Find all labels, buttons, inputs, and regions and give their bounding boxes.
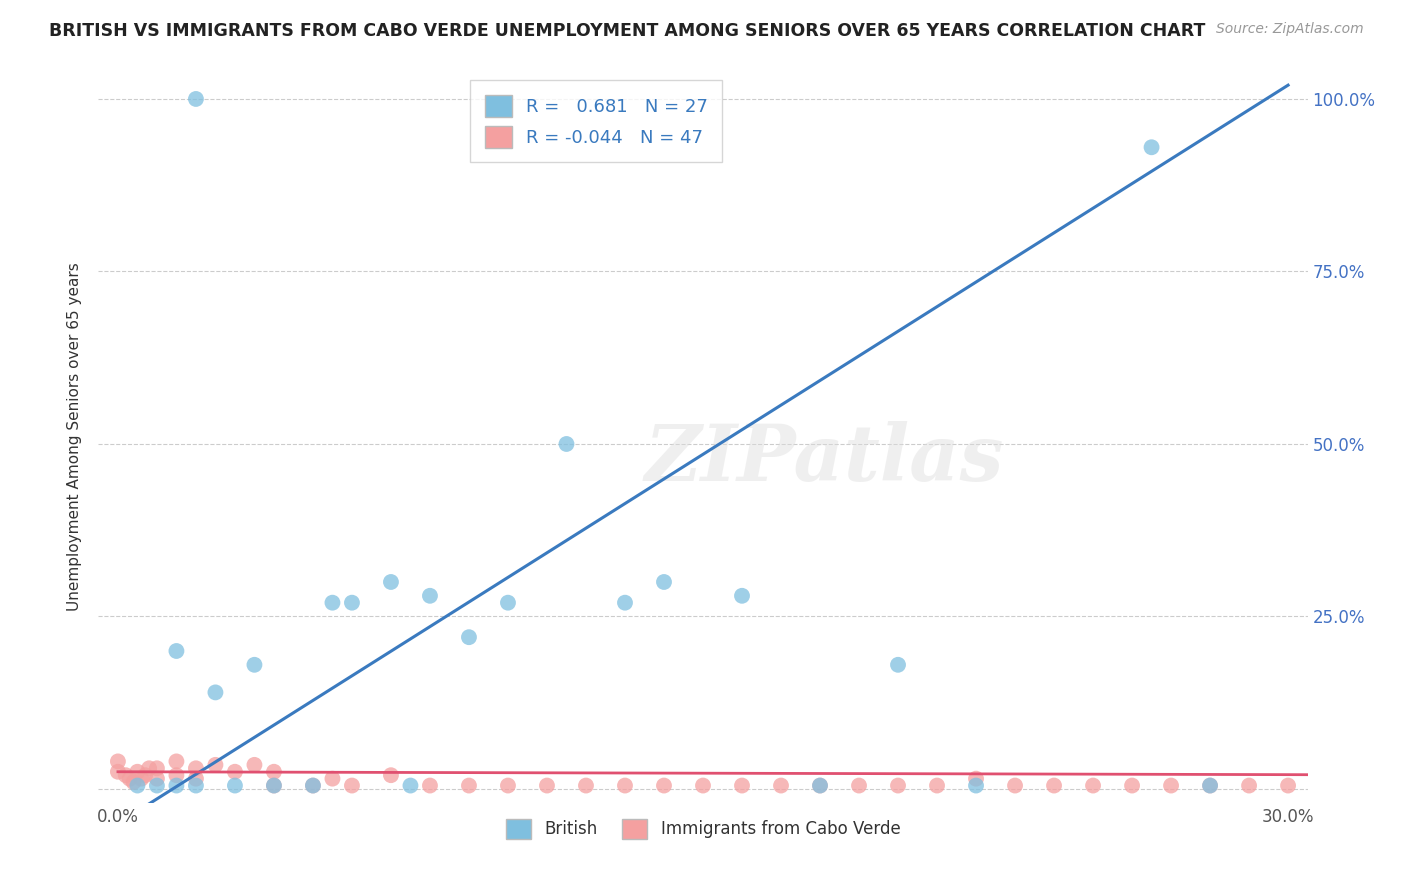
Point (146, 779, 169, 793)
Point (184, 779, 207, 793)
Point (165, 779, 187, 793)
Point (458, 779, 481, 793)
Point (263, 779, 285, 793)
Point (184, 772, 207, 786)
Point (118, 772, 141, 786)
Point (1043, 779, 1066, 793)
Point (114, 768, 136, 782)
Point (243, 757, 266, 772)
Point (131, 772, 153, 786)
Point (321, 596, 343, 610)
Text: ZIPatlas: ZIPatlas (644, 421, 1004, 497)
Point (184, 761, 207, 775)
Point (224, 764, 246, 779)
Point (340, 779, 363, 793)
Point (692, 779, 714, 793)
Point (731, 779, 754, 793)
Point (165, 768, 187, 782)
Point (184, 92, 207, 106)
Point (127, 764, 149, 779)
Point (652, 574, 675, 589)
Point (321, 772, 343, 786)
Point (107, 764, 129, 779)
Text: Source: ZipAtlas.com: Source: ZipAtlas.com (1216, 22, 1364, 37)
Point (1140, 140, 1163, 154)
Point (614, 779, 637, 793)
Point (224, 779, 246, 793)
Point (138, 761, 160, 775)
Point (107, 755, 129, 769)
Point (769, 779, 792, 793)
Point (1237, 779, 1260, 793)
Point (302, 779, 325, 793)
Legend: British, Immigrants from Cabo Verde: British, Immigrants from Cabo Verde (499, 812, 907, 846)
Point (1004, 779, 1026, 793)
Point (965, 772, 987, 786)
Point (652, 779, 675, 793)
Point (165, 755, 187, 769)
Point (380, 574, 402, 589)
Point (848, 779, 870, 793)
Point (555, 437, 578, 451)
Point (965, 779, 987, 793)
Point (458, 630, 481, 644)
Point (263, 764, 285, 779)
Point (808, 779, 831, 793)
Point (165, 644, 187, 658)
Point (536, 779, 558, 793)
Point (146, 772, 169, 786)
Point (1081, 779, 1104, 793)
Point (419, 589, 441, 603)
Point (731, 589, 754, 603)
Point (419, 779, 441, 793)
Point (1160, 779, 1182, 793)
Point (399, 779, 422, 793)
Point (380, 768, 402, 782)
Point (204, 685, 226, 699)
Point (614, 596, 637, 610)
Point (1199, 779, 1222, 793)
Point (340, 596, 363, 610)
Point (575, 779, 598, 793)
Point (1199, 779, 1222, 793)
Point (887, 779, 910, 793)
Point (496, 779, 519, 793)
Point (496, 596, 519, 610)
Text: BRITISH VS IMMIGRANTS FROM CABO VERDE UNEMPLOYMENT AMONG SENIORS OVER 65 YEARS C: BRITISH VS IMMIGRANTS FROM CABO VERDE UN… (49, 22, 1205, 40)
Point (1277, 779, 1299, 793)
Point (146, 761, 169, 775)
Point (1121, 779, 1143, 793)
Point (263, 779, 285, 793)
Point (243, 657, 266, 672)
Point (808, 779, 831, 793)
Point (127, 779, 149, 793)
Point (925, 779, 948, 793)
Point (204, 757, 226, 772)
Point (122, 775, 145, 789)
Point (887, 657, 910, 672)
Point (302, 779, 325, 793)
Point (134, 768, 156, 782)
Y-axis label: Unemployment Among Seniors over 65 years: Unemployment Among Seniors over 65 years (67, 263, 83, 611)
